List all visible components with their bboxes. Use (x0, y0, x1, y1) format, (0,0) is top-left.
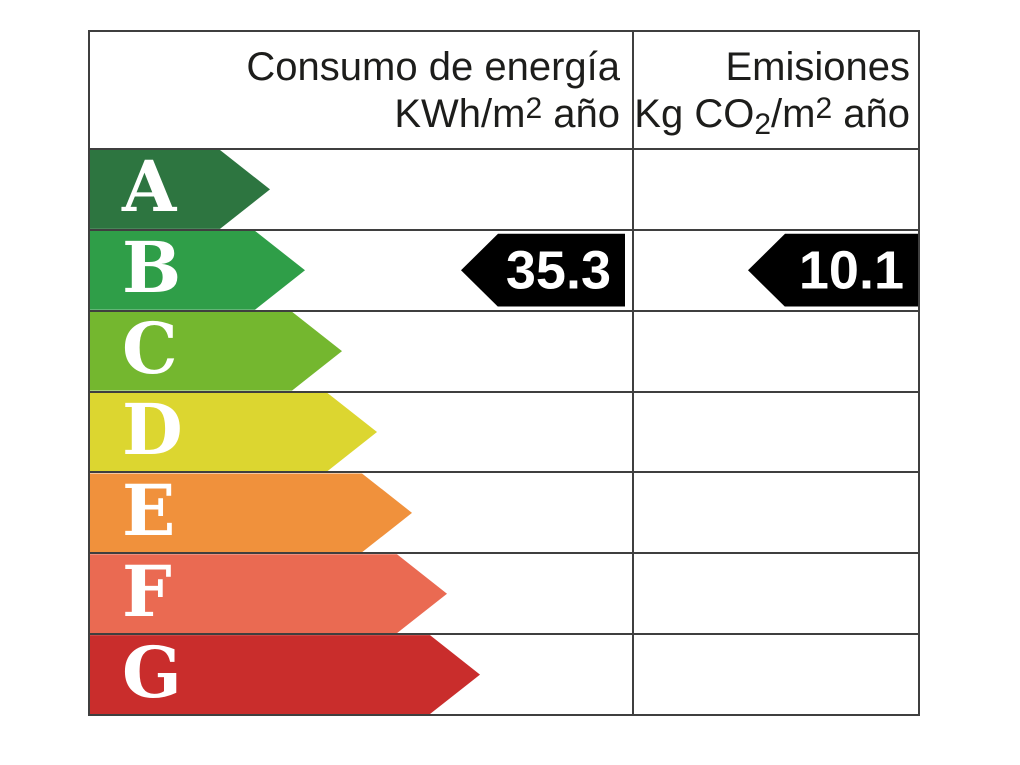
rating-arrow-d: D (90, 393, 377, 472)
rating-arrow-f: F (90, 554, 447, 633)
emissions-title: Emisiones (725, 45, 910, 89)
subscript-2: 2 (754, 108, 772, 141)
rating-letter-g: G (122, 630, 182, 714)
rating-letter-d: D (122, 388, 183, 471)
emissions-value: 10.1 (798, 240, 904, 301)
rating-letter-b: B (122, 226, 182, 310)
rating-arrow-g: G (90, 635, 480, 714)
rating-row-c-consumption-cell: C (90, 312, 632, 391)
rating-letter-f: F (122, 549, 172, 633)
rating-row-b: B 35.3 10.1 (90, 228, 918, 310)
consumption-unit: KWh/m2 año (394, 92, 620, 136)
superscript-2: 2 (815, 92, 833, 125)
rating-row-d: D (90, 390, 918, 472)
rating-row-f: F (90, 552, 918, 634)
rating-row-b-consumption-cell: B 35.3 (90, 231, 632, 310)
rating-arrow-b: B (90, 231, 305, 310)
rating-row-g-emissions-cell (632, 635, 918, 715)
rating-row-f-consumption-cell: F (90, 554, 632, 633)
rating-row-e: E (90, 471, 918, 553)
rating-letter-e: E (122, 468, 176, 552)
rating-table: Consumo de energía KWh/m2 año Emisiones … (88, 30, 920, 716)
emissions-unit: Kg CO2/m2 año (634, 92, 910, 141)
rating-row-f-emissions-cell (632, 554, 918, 634)
rating-row-c-emissions-cell (632, 311, 918, 391)
rating-letter-a: A (122, 145, 177, 229)
rating-row-c: C (90, 309, 918, 391)
emissions-header: Emisiones Kg CO2/m2 año (632, 32, 918, 148)
rating-arrow-a: A (90, 150, 270, 229)
rating-row-d-consumption-cell: D (90, 393, 632, 472)
rating-row-e-emissions-cell (632, 473, 918, 553)
consumption-header: Consumo de energía KWh/m2 año (90, 32, 632, 148)
superscript-2: 2 (525, 92, 543, 125)
consumption-value: 35.3 (505, 240, 611, 301)
rating-row-a: A (90, 148, 918, 229)
consumption-value-arrow: 35.3 (461, 233, 625, 307)
rating-letter-c: C (122, 307, 178, 391)
rating-row-a-consumption-cell: A (90, 150, 632, 229)
rating-row-b-emissions-cell: 10.1 (632, 230, 918, 310)
rating-arrow-e: E (90, 473, 412, 552)
rating-row-e-consumption-cell: E (90, 473, 632, 552)
rating-row-a-emissions-cell (632, 150, 918, 229)
rating-row-d-emissions-cell (632, 392, 918, 472)
consumption-title: Consumo de energía (246, 45, 620, 89)
rating-row-g-consumption-cell: G (90, 635, 632, 714)
emissions-value-arrow: 10.1 (748, 233, 918, 307)
rating-row-g: G (90, 633, 918, 715)
table-header: Consumo de energía KWh/m2 año Emisiones … (90, 32, 918, 148)
rating-arrow-c: C (90, 312, 342, 391)
